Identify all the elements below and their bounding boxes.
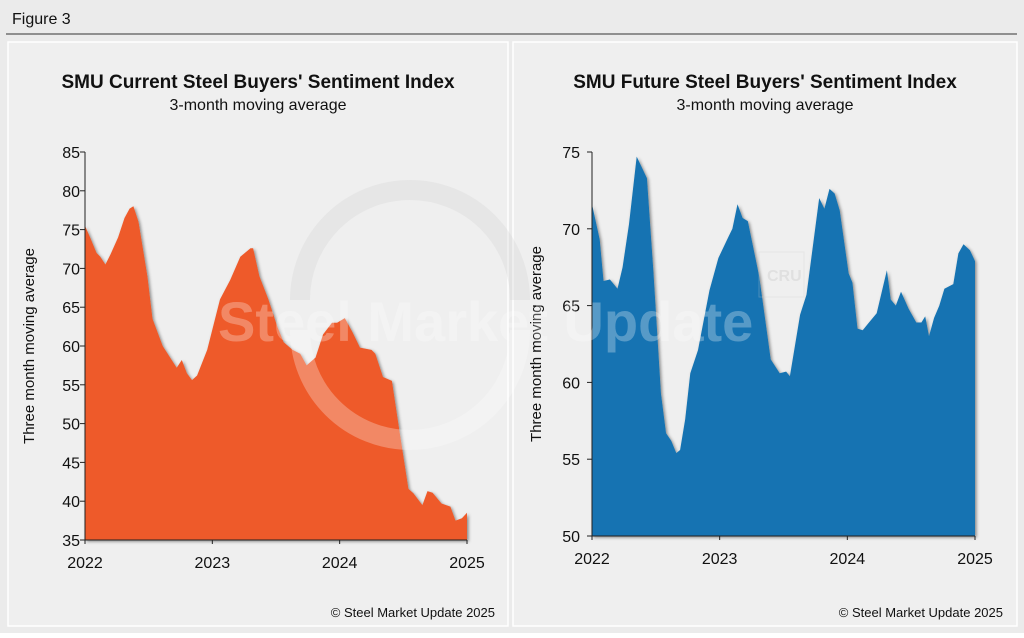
y-tick-label: 80	[62, 184, 80, 201]
copyright-footer: © Steel Market Update 2025	[331, 605, 495, 620]
x-tick-label: 2022	[67, 555, 103, 572]
x-tick-label: 2025	[957, 551, 993, 568]
y-tick-label: 45	[62, 455, 80, 472]
y-tick-label: 55	[62, 378, 80, 395]
copyright-footer: © Steel Market Update 2025	[839, 605, 1003, 620]
x-tick-label: 2023	[195, 555, 231, 572]
watermark-text: Steel Market Update	[218, 290, 753, 353]
chart-subtitle: 3-month moving average	[677, 97, 854, 114]
x-tick-label: 2022	[574, 551, 610, 568]
chart-title: SMU Current Steel Buyers' Sentiment Inde…	[61, 72, 454, 93]
y-tick-label: 60	[562, 375, 580, 392]
y-axis-label: Three month moving average	[21, 248, 38, 444]
y-tick-label: 60	[62, 339, 80, 356]
y-tick-label: 70	[62, 261, 80, 278]
x-tick-label: 2023	[702, 551, 738, 568]
y-tick-label: 70	[562, 222, 580, 239]
x-tick-label: 2024	[830, 551, 866, 568]
chart-subtitle: 3-month moving average	[170, 97, 347, 114]
y-tick-label: 50	[62, 417, 80, 434]
x-tick-label: 2024	[322, 555, 358, 572]
y-tick-label: 65	[62, 300, 80, 317]
y-tick-label: 75	[62, 223, 80, 240]
x-tick-label: 2025	[449, 555, 485, 572]
y-tick-label: 35	[62, 533, 80, 550]
figure-label: Figure 3	[12, 11, 71, 28]
watermark-cru: CRU	[767, 268, 802, 285]
y-tick-label: 75	[562, 145, 580, 162]
y-tick-label: 85	[62, 145, 80, 162]
y-tick-label: 50	[562, 529, 580, 546]
chart-title: SMU Future Steel Buyers' Sentiment Index	[573, 72, 957, 93]
y-tick-label: 40	[62, 494, 80, 511]
y-tick-label: 55	[562, 452, 580, 469]
